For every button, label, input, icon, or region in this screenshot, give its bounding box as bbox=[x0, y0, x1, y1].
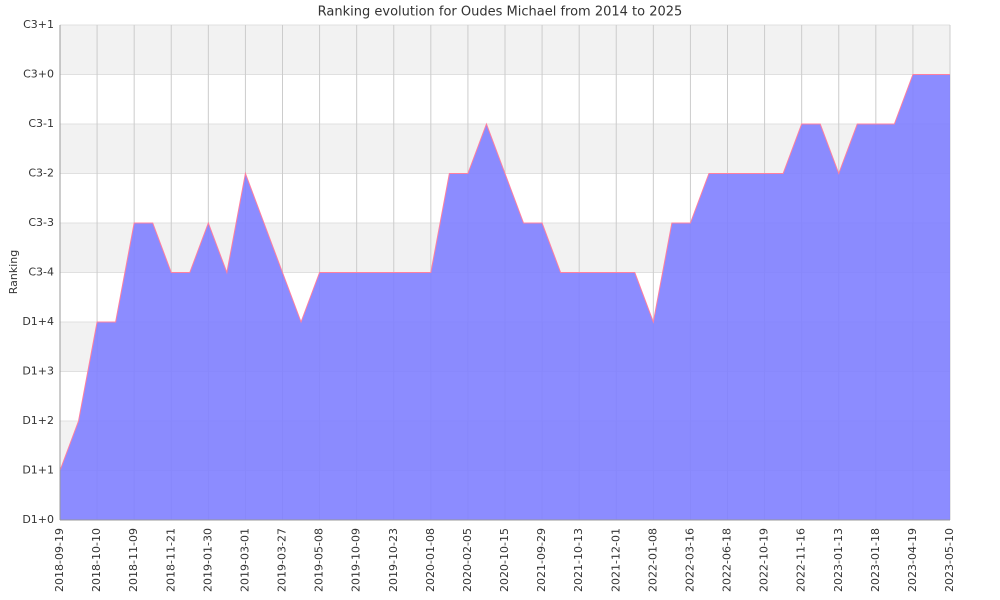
x-tick-label: 2021-12-01 bbox=[609, 528, 622, 592]
y-tick-label: C3-4 bbox=[28, 266, 54, 279]
x-tick-label: 2021-09-29 bbox=[535, 528, 548, 592]
y-tick-label: D1+3 bbox=[22, 365, 54, 378]
x-tick-label: 2019-03-01 bbox=[238, 528, 251, 592]
chart-title: Ranking evolution for Oudes Michael from… bbox=[318, 5, 683, 20]
x-tick-label: 2023-04-19 bbox=[906, 528, 919, 592]
x-tick-label: 2022-01-08 bbox=[646, 528, 659, 592]
x-tick-label: 2023-05-10 bbox=[943, 528, 956, 592]
x-tick-label: 2022-03-16 bbox=[683, 528, 696, 592]
x-tick-label: 2021-10-13 bbox=[572, 528, 585, 592]
y-axis-label: Ranking bbox=[7, 250, 20, 295]
y-tick-label: C3-1 bbox=[28, 117, 54, 130]
x-tick-label: 2019-10-09 bbox=[350, 528, 363, 592]
line bbox=[59, 74, 950, 471]
x-tick-label: 2020-02-05 bbox=[461, 528, 474, 592]
x-tick-label: 2020-01-08 bbox=[424, 528, 437, 592]
y-tick-label: D1+2 bbox=[22, 414, 54, 427]
y-tick-label: C3-3 bbox=[28, 216, 54, 229]
x-tick-label: 2023-01-13 bbox=[832, 528, 845, 592]
x-tick-label: 2018-09-19 bbox=[53, 528, 66, 592]
y-tick-label: D1+4 bbox=[22, 315, 54, 328]
y-tick-label: C3+1 bbox=[23, 18, 54, 31]
x-tick-label: 2018-11-21 bbox=[164, 528, 177, 592]
x-tick-label: 2019-05-08 bbox=[313, 528, 326, 592]
x-tick-label: 2022-10-19 bbox=[758, 528, 771, 592]
x-tick-label: 2018-10-10 bbox=[90, 528, 103, 592]
y-tick-label: C3-2 bbox=[28, 167, 54, 180]
y-tick-label: C3+0 bbox=[23, 68, 54, 81]
x-tick-label: 2020-10-15 bbox=[498, 528, 511, 592]
x-tick-label: 2019-03-27 bbox=[276, 528, 289, 592]
x-tick-label: 2019-01-30 bbox=[201, 528, 214, 592]
x-tick-label: 2022-06-18 bbox=[721, 528, 734, 592]
x-tick-label: 2019-10-23 bbox=[387, 528, 400, 592]
x-tick-label: 2022-11-16 bbox=[795, 528, 808, 592]
y-tick-label: D1+1 bbox=[22, 464, 54, 477]
area bbox=[60, 74, 950, 520]
x-tick-label: 2018-11-09 bbox=[127, 528, 140, 592]
y-tick-label: D1+0 bbox=[22, 513, 54, 526]
x-tick-label: 2023-01-18 bbox=[869, 528, 882, 592]
